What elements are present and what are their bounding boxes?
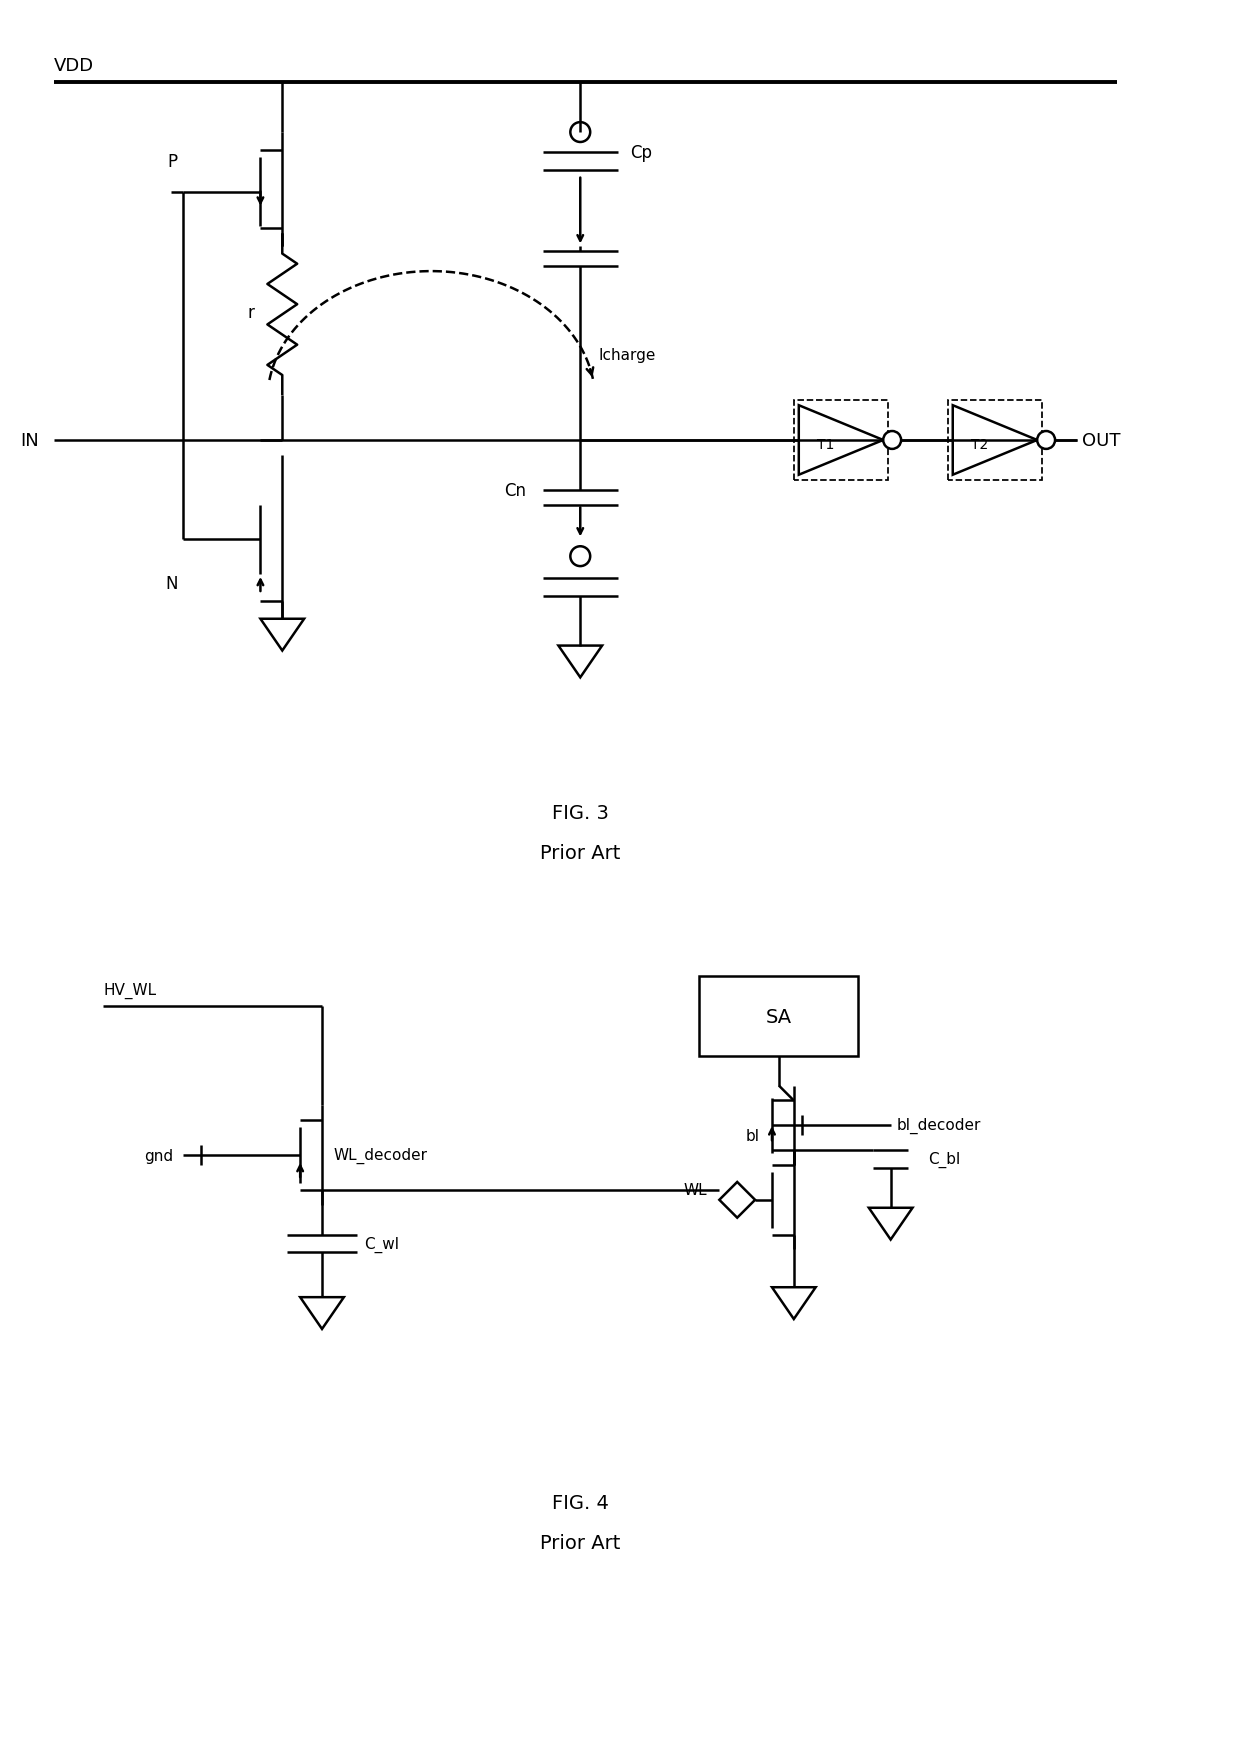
Text: HV_WL: HV_WL (103, 982, 156, 998)
Text: WL: WL (683, 1182, 707, 1198)
Text: Prior Art: Prior Art (541, 843, 620, 863)
Text: WL_decoder: WL_decoder (334, 1147, 428, 1163)
Text: bl_decoder: bl_decoder (897, 1117, 981, 1133)
Text: P: P (167, 153, 179, 170)
Bar (699, 977, 858, 1056)
Text: gnd: gnd (144, 1147, 174, 1163)
Text: bl: bl (746, 1128, 760, 1144)
Text: FIG. 3: FIG. 3 (552, 803, 609, 822)
Circle shape (883, 432, 901, 450)
Text: VDD: VDD (53, 58, 94, 76)
Text: FIG. 4: FIG. 4 (552, 1493, 609, 1513)
Text: IN: IN (20, 432, 38, 450)
Text: Prior Art: Prior Art (541, 1534, 620, 1551)
Text: Cn: Cn (503, 481, 526, 499)
Text: Icharge: Icharge (598, 348, 656, 364)
Text: SA: SA (766, 1007, 792, 1026)
Text: C_bl: C_bl (928, 1151, 960, 1168)
Text: N: N (165, 575, 179, 592)
Text: C_wl: C_wl (363, 1235, 399, 1253)
Text: T1: T1 (817, 437, 835, 452)
Text: Cp: Cp (630, 144, 652, 162)
Text: T2: T2 (971, 437, 988, 452)
Text: r: r (248, 304, 254, 322)
Text: OUT: OUT (1081, 432, 1121, 450)
Circle shape (1037, 432, 1055, 450)
